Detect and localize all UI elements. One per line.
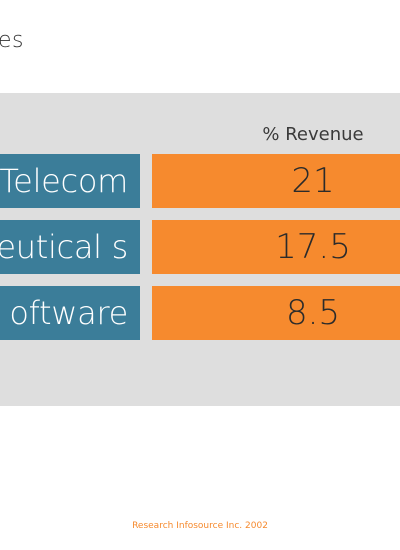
row-label-cell: Telecom [0, 154, 140, 208]
table-row: eutical s 17.5 [0, 220, 400, 274]
row-label-cell: eutical s [0, 220, 140, 274]
column-header-revenue: % Revenue [262, 124, 364, 145]
row-value: 17.5 [275, 227, 351, 267]
row-value: 8.5 [285, 293, 341, 333]
row-label: oftware [9, 294, 128, 332]
row-label-cell: oftware [0, 286, 140, 340]
row-value-cell: 21 [152, 154, 400, 208]
row-value-cell: 17.5 [152, 220, 400, 274]
slide-title: es [0, 28, 24, 53]
row-value: 21 [291, 161, 335, 201]
footer-source: Research Infosource Inc. 2002 [132, 521, 268, 531]
row-value-cell: 8.5 [152, 286, 400, 340]
row-label: Telecom [0, 162, 128, 200]
row-label: eutical s [0, 228, 128, 266]
table-row: Telecom 21 [0, 154, 400, 208]
table-row: oftware 8.5 [0, 286, 400, 340]
